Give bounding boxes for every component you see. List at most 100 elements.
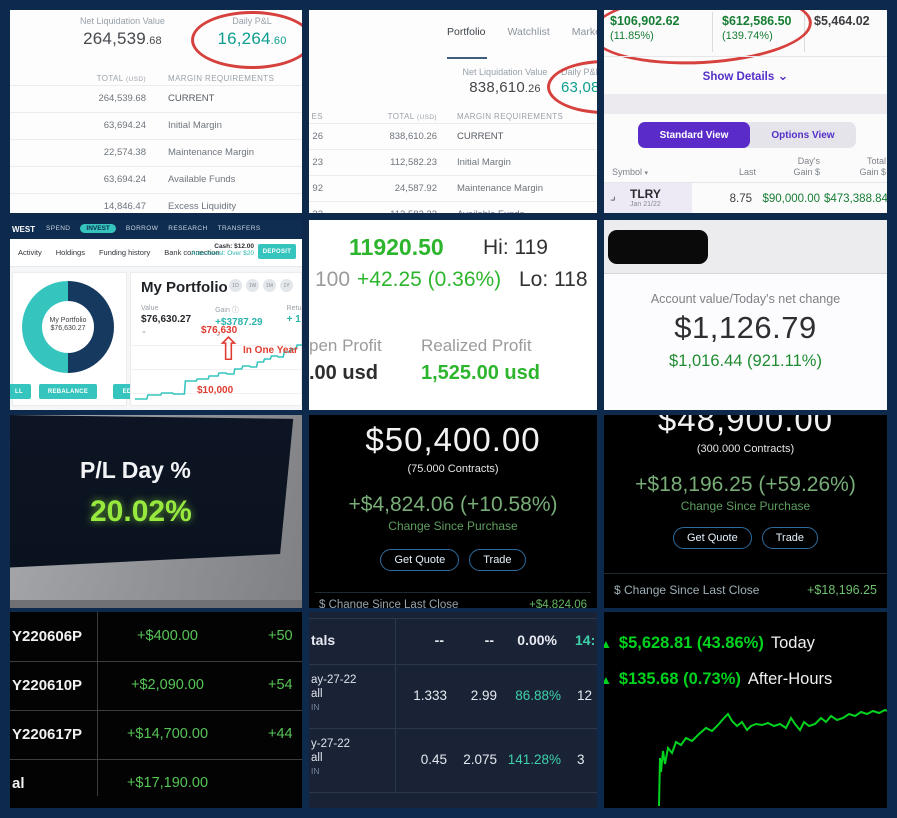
position-row[interactable]: › TLRY Jan 21/22 8.75 $90,000.00 $473,38…: [604, 182, 887, 213]
symbol-column-header[interactable]: Symbol ▾: [612, 167, 648, 177]
get-quote-button[interactable]: Get Quote: [380, 549, 460, 571]
range-1m-button[interactable]: 1M: [263, 279, 276, 292]
tab-markets[interactable]: Markets: [571, 26, 597, 38]
total-cell: 14,846.47: [103, 201, 146, 212]
total-gain-pct-2: (139.74%): [722, 30, 773, 42]
show-details-label: Show Details: [702, 71, 775, 83]
sell-button[interactable]: LL: [10, 384, 31, 399]
table-top-border: [309, 618, 597, 619]
high-value: Hi: 119: [483, 236, 548, 259]
subnav-bank-connection[interactable]: Bank connection: [164, 248, 220, 257]
change-since-close-label: $ Change Since Last Close: [614, 583, 760, 597]
standard-view-button[interactable]: Standard View: [638, 122, 750, 148]
deposit-button[interactable]: DEPOSIT: [258, 244, 296, 259]
total-header: TOTAL (USD): [387, 112, 437, 121]
nav-transfers[interactable]: TRANSFERS: [217, 225, 261, 232]
intraday-line-chart: [658, 708, 887, 807]
pct-value: 141.28%: [507, 752, 561, 767]
header-band: [604, 220, 887, 274]
change-value: +42.25 (0.36%): [357, 268, 502, 291]
range-1w-button[interactable]: 1W: [246, 279, 259, 292]
position-value: $48,900.00: [657, 415, 834, 438]
gain-amount[interactable]: +$3787.29 ⌄: [215, 317, 263, 339]
total-gain-pct: (11.85%): [610, 30, 654, 42]
tab-watchlist[interactable]: Watchlist: [507, 26, 550, 38]
table-row: 92 24,587.92 Maintenance Margin: [309, 175, 597, 201]
range-1y-button[interactable]: 1Y: [280, 279, 293, 292]
annotation-bottom-value: $10,000: [197, 385, 234, 396]
trade-button[interactable]: Trade: [761, 527, 819, 549]
range-1d-button[interactable]: 1D: [229, 279, 242, 292]
annotation-caption: In One Year: [243, 345, 298, 356]
days-gain-column-header: Day's Gain $: [793, 156, 820, 177]
donut-value: $76,630.27: [50, 325, 86, 332]
last-column-header: Last: [738, 167, 756, 177]
clipped-value: 14:: [575, 632, 596, 648]
contract-row[interactable]: ay-27-22 all IN 1.333 2.99 86.88% 12: [309, 664, 597, 728]
cell-value: 2.075: [463, 752, 497, 767]
tile-robinhood-gain: ▲ $5,628.81 (43.86%) Today ▲ $135.68 (0.…: [604, 612, 887, 808]
divider: [315, 592, 591, 593]
nav-invest-active[interactable]: INVEST: [80, 224, 116, 233]
change-since-close-label: $ Change Since Last Close: [319, 599, 459, 608]
gain-text: +$3787.29: [215, 317, 263, 328]
nav-research[interactable]: RESEARCH: [168, 225, 208, 232]
change-since-purchase-label: Change Since Purchase: [680, 499, 811, 513]
contract-type: all: [311, 688, 323, 700]
pct-value: 86.88%: [515, 688, 561, 703]
info-icon: ⓘ: [231, 307, 239, 314]
margin-cell: CURRENT: [457, 131, 504, 142]
sort-icon: ▾: [644, 170, 649, 177]
margin-cell: Initial Margin: [457, 157, 511, 168]
table-row: 26 838,610.26 CURRENT: [309, 123, 597, 149]
contracts-label: (300.000 Contracts): [696, 443, 795, 455]
cell-value: 1.333: [413, 688, 447, 703]
show-details-button[interactable]: Show Details ⌄: [604, 68, 887, 84]
symbol-header-label: Symbol: [612, 167, 643, 177]
option-symbol: Y220617P: [12, 726, 83, 743]
subnav-holdings[interactable]: Holdings: [55, 248, 85, 257]
total-cell: 112,582.23: [390, 157, 437, 168]
margin-cell: Maintenance Margin: [168, 147, 255, 158]
quantity-value: 100: [315, 268, 351, 291]
net-change-value: $1,016.44 (921.11%): [669, 352, 822, 370]
total-cell: 838,610.26: [389, 131, 437, 142]
option-row[interactable]: Y220610P +$2,090.00 +54: [10, 661, 302, 711]
rebalance-button[interactable]: REBALANCE: [39, 384, 97, 399]
get-quote-button[interactable]: Get Quote: [672, 527, 752, 549]
total-cell: 63,694.24: [103, 174, 146, 185]
nav-borrow[interactable]: BORROW: [125, 225, 159, 232]
tab-portfolio[interactable]: Portfolio: [447, 26, 486, 38]
left-partial-cell: 26: [312, 131, 323, 142]
options-view-button[interactable]: Options View: [771, 129, 835, 141]
nlv-main: 838,610: [469, 79, 525, 96]
divider: [712, 12, 713, 52]
contract-row[interactable]: y-27-22 all IN 0.45 2.075 141.28% 3: [309, 728, 597, 792]
table-row: 63,694.24 Available Funds: [10, 166, 302, 193]
position-value: $50,400.00: [365, 421, 541, 458]
arrow-up-icon: ⇧: [215, 331, 242, 367]
row-divider: [309, 728, 597, 729]
nav-spend[interactable]: SPEND: [46, 225, 71, 232]
contract-date: y-27-22: [311, 738, 350, 750]
cell-value: --: [434, 632, 444, 648]
contract-tag: IN: [311, 766, 320, 776]
total-pl-value: +$17,190.00: [126, 775, 209, 791]
account-value: $1,126.79: [674, 310, 817, 345]
net-liquidation-value: 264,539.68: [60, 29, 185, 49]
realized-profit-label: Realized Profit: [421, 336, 532, 355]
option-symbol: Y220606P: [12, 628, 83, 645]
total-label: al: [12, 775, 25, 792]
symbol-subtext: Jan 21/22: [630, 201, 661, 208]
option-row[interactable]: Y220617P +$14,700.00 +44: [10, 710, 302, 760]
subnav-activity[interactable]: Activity: [18, 248, 42, 257]
subnav-funding-history[interactable]: Funding history: [98, 248, 151, 257]
trade-button[interactable]: Trade: [469, 549, 526, 571]
option-pct-value: +44: [268, 726, 293, 742]
value-amount[interactable]: $76,630.27 ⌄: [141, 314, 191, 336]
option-pl-value: +$2,090.00: [131, 677, 204, 693]
brand-logo: WEST: [12, 225, 36, 234]
margin-header: MARGIN REQUIREMENTS: [457, 112, 564, 121]
margin-cell: Initial Margin: [168, 120, 222, 131]
option-row[interactable]: Y220606P +$400.00 +50: [10, 612, 302, 662]
